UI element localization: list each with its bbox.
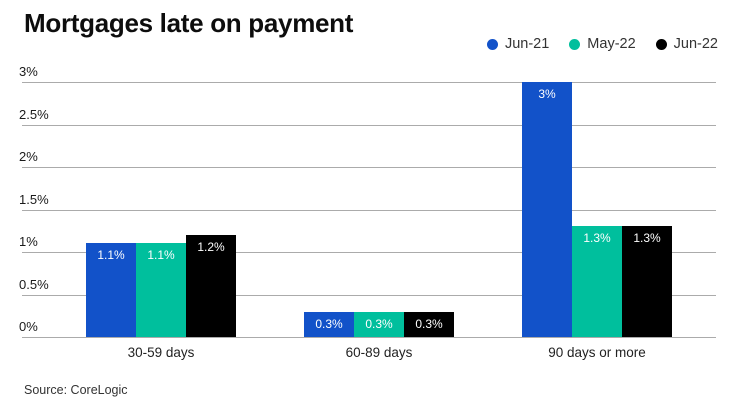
plot-area: 3% 2.5% 2% 1.5% 1% 0.5% 0% 1.1% 1.1% 1.2% 30-59 da…	[19, 64, 716, 360]
legend: Jun-21 May-22 Jun-22	[486, 36, 718, 52]
gridline	[22, 82, 716, 83]
legend-item-jun-22: Jun-22	[655, 36, 718, 52]
bar-value-label: 0.3%	[365, 317, 393, 331]
legend-label: Jun-22	[673, 36, 718, 52]
legend-dot-icon	[569, 38, 581, 50]
legend-label: May-22	[587, 36, 636, 52]
bar-value-label: 1.2%	[197, 240, 225, 254]
legend-dot-icon	[486, 38, 498, 50]
bar-may-22-90-days-or-more: 1.3%	[572, 226, 622, 337]
x-axis-category-label: 60-89 days	[345, 345, 413, 360]
bar-jun-21-30-59-days: 1.1%	[86, 243, 136, 337]
gridline	[22, 337, 716, 338]
bar-jun-22-60-89-days: 0.3%	[404, 312, 454, 337]
bar-value-label: 0.3%	[315, 317, 343, 331]
bar-value-label: 1.3%	[633, 231, 661, 245]
legend-item-may-22: May-22	[569, 36, 636, 52]
bar-value-label: 1.3%	[583, 231, 611, 245]
gridline	[22, 210, 716, 211]
bar-jun-21-90-days-or-more: 3%	[522, 82, 572, 337]
bar-value-label: 3%	[538, 87, 556, 101]
bar-may-22-60-89-days: 0.3%	[354, 312, 404, 337]
legend-item-jun-21: Jun-21	[486, 36, 550, 52]
bar-jun-21-60-89-days: 0.3%	[304, 312, 354, 337]
legend-label: Jun-21	[504, 36, 550, 52]
bar-may-22-30-59-days: 1.1%	[136, 243, 186, 337]
bar-value-label: 1.1%	[97, 248, 125, 262]
x-axis-category-label: 30-59 days	[127, 345, 195, 360]
y-axis-tick-label: 2.5%	[19, 107, 49, 122]
gridline	[22, 167, 716, 168]
bar-value-label: 1.1%	[147, 248, 175, 262]
y-axis-tick-label: 0.5%	[19, 277, 49, 292]
y-axis-tick-label: 1%	[19, 234, 38, 249]
y-axis-tick-label: 0%	[19, 319, 38, 334]
source-note: Source: CoreLogic	[24, 383, 128, 397]
gridline	[22, 295, 716, 296]
chart-title: Mortgages late on payment	[24, 8, 354, 38]
y-axis-tick-label: 2%	[19, 149, 38, 164]
bar-jun-22-30-59-days: 1.2%	[186, 235, 236, 337]
bar-value-label: 0.3%	[415, 317, 443, 331]
gridline	[22, 252, 716, 253]
bar-jun-22-90-days-or-more: 1.3%	[622, 226, 672, 337]
y-axis-tick-label: 1.5%	[19, 192, 49, 207]
x-axis-category-label: 90 days or more	[548, 345, 646, 360]
legend-dot-icon	[655, 38, 667, 50]
gridline	[22, 125, 716, 126]
y-axis-tick-label: 3%	[19, 64, 38, 79]
